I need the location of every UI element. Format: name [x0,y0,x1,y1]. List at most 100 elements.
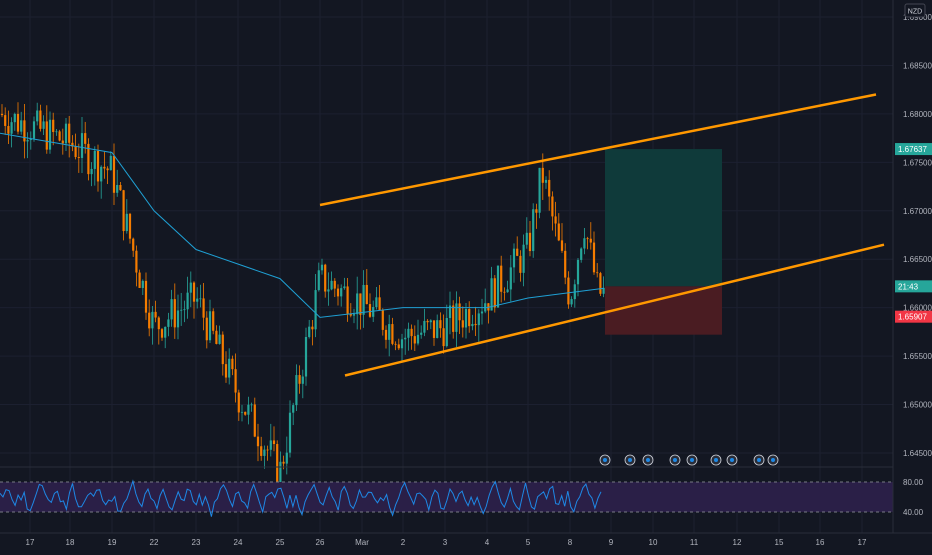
candle [381,308,384,336]
candle [525,217,528,249]
candle [269,423,272,457]
candle [167,312,170,337]
rsi-tick-label: 40.00 [903,508,924,517]
time-tick-label: 19 [108,538,117,547]
candle [404,328,407,355]
candle [324,263,327,298]
candle [487,303,490,324]
candle [208,299,212,343]
candle [327,272,330,306]
time-tick-label: 2 [401,538,406,547]
candle [199,284,202,308]
candle [343,277,346,290]
candle [589,222,592,250]
price-tick-label: 1.67000 [903,207,932,216]
channel-upper-line[interactable] [319,93,877,207]
candle [442,314,445,354]
candle [68,116,71,158]
candle [349,303,352,318]
candle [10,117,13,148]
time-tick-label: 8 [568,538,573,547]
price-tick-label: 1.66000 [903,304,932,313]
candle [308,319,311,339]
candle [237,389,240,421]
currency-badge[interactable]: NZD [904,3,926,18]
candle [288,400,292,458]
candle [247,396,250,425]
target-zone[interactable] [605,149,722,287]
event-icon[interactable] [624,454,636,466]
event-icon[interactable] [669,454,681,466]
candle [346,277,349,322]
event-icon[interactable] [726,454,738,466]
candle [90,162,93,187]
event-icon[interactable] [642,454,654,466]
candle [157,316,160,345]
candle [407,322,410,351]
time-tick-label: 15 [775,538,784,547]
event-icon[interactable] [599,454,611,466]
candle [234,353,237,403]
candle [452,300,455,339]
rsi-line [0,479,602,517]
candle [295,364,298,411]
candle [538,167,541,219]
candle [564,243,567,285]
candle [509,255,512,302]
candle [496,265,500,308]
event-icon[interactable] [767,454,779,466]
event-icon[interactable] [710,454,722,466]
candle [7,110,10,144]
candle [314,273,317,338]
candle [87,138,90,181]
event-icon[interactable] [686,454,698,466]
candle [26,132,29,159]
candle [586,236,589,250]
channel-lower-line[interactable] [344,243,885,377]
candle [567,271,570,309]
time-tick-label: 24 [234,538,243,547]
candle [112,143,116,205]
rsi-band [0,482,893,512]
candle [583,227,586,255]
time-axis[interactable]: 17 18 19 22 23 24 25 26 Mar 2 3 4 5 8 9 10 11 12 15 16 17 [26,538,867,547]
candle [45,105,48,154]
stop-zone[interactable] [605,286,722,335]
candle [532,203,535,258]
candle [196,287,199,309]
candle [106,166,109,185]
candle [340,284,343,307]
candle [352,308,356,324]
candle [272,426,276,452]
candle [266,445,269,461]
time-tick-label: 18 [66,538,75,547]
candle [202,283,205,331]
candle [100,165,103,199]
candle [301,369,304,399]
candle [192,281,196,319]
candle [0,104,4,118]
candle [32,116,36,142]
candle [36,102,39,126]
price-axis[interactable]: 1.690001.685001.680001.675001.670001.665… [903,13,932,458]
candle [320,258,324,275]
candle [362,270,365,328]
candle [253,397,256,438]
candle [528,221,532,257]
event-icon[interactable] [753,454,765,466]
candle [4,107,7,135]
candle [400,333,404,363]
candle [490,266,493,311]
event-icons[interactable] [599,454,779,466]
candle [445,304,448,348]
candle [461,306,464,338]
time-tick-label: 16 [816,538,825,547]
candle [576,258,580,297]
candle [164,326,167,349]
candle [71,135,74,152]
candle [48,111,52,154]
candle [557,213,560,242]
time-tick-label: 23 [192,538,201,547]
